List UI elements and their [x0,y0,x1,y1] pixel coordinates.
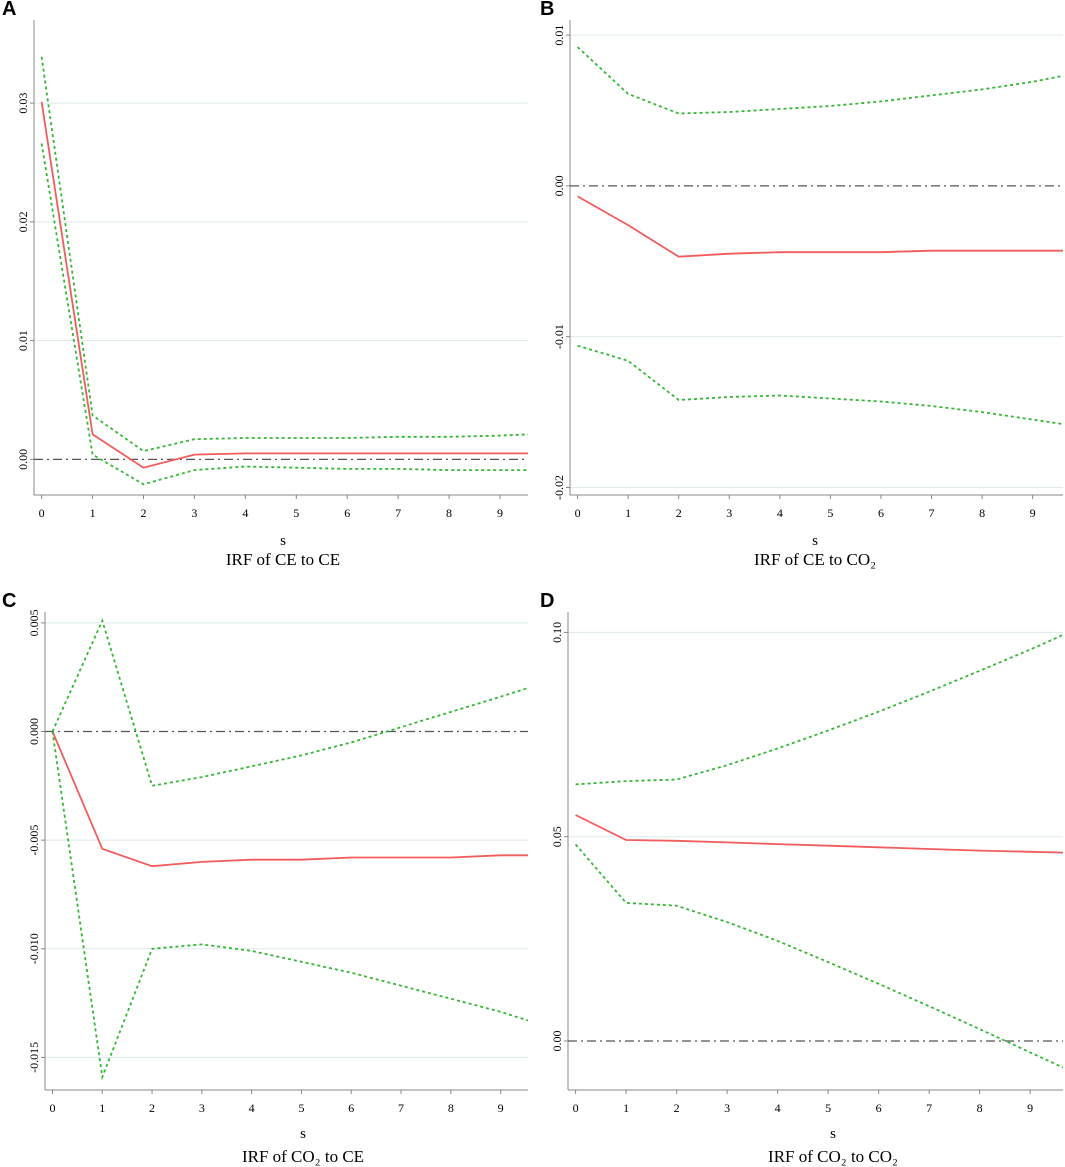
y-tick-label: 0.01 [16,330,30,351]
x-tick-label: 2 [674,1101,680,1115]
x-tick-label: 4 [775,1101,781,1115]
x-tick-label: 3 [724,1101,730,1115]
chart-title: IRF of CO₂ to CO₂ [768,1147,898,1166]
x-tick-label: 6 [876,1101,882,1115]
x-tick-label: 8 [979,506,985,520]
series-lower-line [51,731,529,1081]
x-tick-label: 8 [446,506,452,520]
x-tick-label: 4 [249,1101,255,1115]
y-tick-label: 0.000 [27,718,41,745]
y-tick-label: -0.01 [552,324,566,349]
y-tick-label: -0.02 [552,475,566,500]
chart-title: IRF of CO₂ to CE [242,1147,364,1166]
x-tick-label: 5 [827,506,833,520]
x-tick-label: 7 [929,506,935,520]
x-tick-label: 5 [298,1101,304,1115]
y-tick-label: 0.00 [552,175,566,196]
y-tick-label: 0.03 [16,93,30,114]
series-upper-line [40,56,529,453]
x-axis-label: s [812,533,818,549]
y-tick-label: 0.005 [27,609,41,636]
x-tick-label: 7 [398,1101,404,1115]
x-tick-label: 0 [575,506,581,520]
y-tick-label: -0.005 [27,825,41,856]
x-tick-label: 2 [140,506,146,520]
y-tick-label: -0.015 [27,1042,41,1073]
x-tick-label: 3 [191,506,197,520]
x-tick-label: 3 [726,506,732,520]
x-tick-label: 6 [878,506,884,520]
x-tick-label: 2 [149,1101,155,1115]
series-irf-line [577,195,1063,258]
chart-title: IRF of CE to CE [226,550,340,569]
x-tick-label: 3 [199,1101,205,1115]
series-irf-line [575,814,1064,854]
x-tick-label: 6 [344,506,350,520]
x-tick-label: 8 [977,1101,983,1115]
x-tick-label: 4 [777,506,783,520]
y-tick-label: 0.00 [16,449,30,470]
x-tick-label: 0 [573,1101,579,1115]
series-lower-line [574,843,1064,1069]
x-tick-label: 9 [1027,1101,1033,1115]
series-upper-line [51,618,529,787]
x-axis-label: s [300,1126,306,1142]
x-tick-label: 9 [497,506,503,520]
y-tick-label: 0.10 [550,622,564,643]
x-axis-label: s [830,1126,836,1142]
panel-letter: B [540,0,555,20]
series-irf-line [51,731,528,868]
panel-letter: D [540,590,555,612]
series-upper-line [576,46,1064,115]
y-tick-label: 0.01 [552,25,566,46]
series-lower-line [577,344,1064,425]
y-tick-label: 0.02 [16,211,30,232]
series-irf-line [40,101,528,469]
panel-letter: C [2,590,17,612]
x-tick-label: 7 [926,1101,932,1115]
x-tick-label: 1 [99,1101,105,1115]
x-tick-label: 7 [395,506,401,520]
panel-letter: A [2,0,17,20]
x-tick-label: 1 [625,506,631,520]
x-tick-label: 2 [676,506,682,520]
series-lower-line [40,143,528,486]
x-tick-label: 9 [498,1101,504,1115]
x-tick-label: 4 [242,506,248,520]
x-tick-label: 1 [623,1101,629,1115]
y-tick-label: 0.05 [550,826,564,847]
x-tick-label: 9 [1030,506,1036,520]
x-tick-label: 0 [39,506,45,520]
x-tick-label: 5 [293,506,299,520]
y-tick-label: 0.00 [550,1030,564,1051]
x-axis-label: s [280,533,286,549]
x-tick-label: 8 [448,1101,454,1115]
chart-title: IRF of CE to CO₂ [754,550,876,569]
series-upper-line [575,634,1064,786]
x-tick-label: 1 [90,506,96,520]
x-tick-label: 6 [348,1101,354,1115]
y-tick-label: -0.010 [27,933,41,964]
x-tick-label: 0 [49,1101,55,1115]
x-tick-label: 5 [825,1101,831,1115]
